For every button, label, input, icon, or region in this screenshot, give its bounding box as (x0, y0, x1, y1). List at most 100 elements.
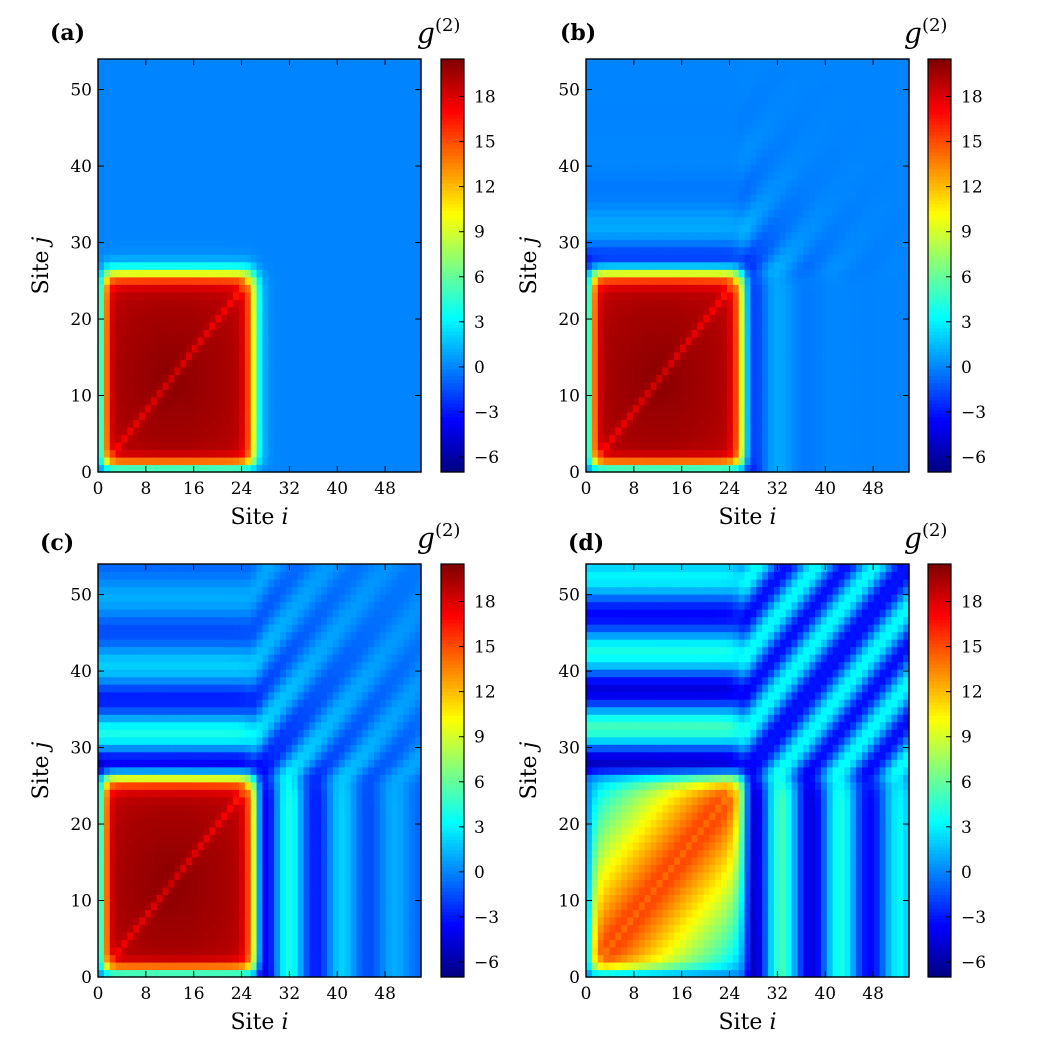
heatmap-cell (656, 449, 663, 458)
heatmap-cell (397, 299, 404, 308)
heatmap-cell (591, 89, 599, 98)
heatmap-cell (280, 201, 287, 210)
heatmap-cell (773, 336, 781, 345)
heatmap-cell (703, 186, 710, 195)
heatmap-cell (209, 411, 217, 421)
heatmap-cell (256, 171, 264, 180)
heatmap-cell (150, 81, 158, 90)
heatmap-cell (703, 299, 710, 308)
heatmap-cell (98, 254, 105, 263)
heatmap-cell (127, 164, 134, 173)
heatmap-cell (103, 269, 111, 278)
heatmap-cell (744, 464, 752, 473)
heatmap-cell (350, 74, 357, 83)
heatmap-cell (668, 374, 675, 383)
heatmap-cell (756, 194, 763, 203)
heatmap-cell (332, 381, 340, 390)
heatmap-cell (280, 209, 287, 218)
heatmap-cell (709, 246, 716, 255)
heatmap-cell (321, 276, 328, 285)
heatmap-cell (379, 404, 387, 413)
heatmap-cell (209, 179, 217, 188)
heatmap-cell (98, 336, 105, 345)
heatmap-cell (262, 419, 269, 428)
heatmap-cell (374, 381, 381, 390)
heatmap-cell (674, 254, 681, 263)
heatmap-cell (150, 389, 158, 398)
heatmap-cell (250, 359, 258, 368)
heatmap-cell (685, 231, 693, 240)
heatmap-cell (315, 74, 322, 83)
heatmap-cell (168, 456, 175, 466)
heatmap-cell (250, 329, 258, 338)
heatmap-cell (162, 291, 170, 300)
heatmap-cell (174, 254, 181, 263)
heatmap-cell (679, 141, 687, 150)
heatmap-cell (662, 456, 669, 466)
heatmap-cell (209, 314, 217, 323)
heatmap-cell (280, 261, 287, 270)
heatmap-cell (726, 59, 734, 68)
heatmap-cell (156, 381, 164, 390)
heatmap-cell (121, 254, 128, 263)
heatmap-cell (109, 239, 117, 248)
heatmap-cell (186, 126, 193, 135)
heatmap-cell (726, 179, 734, 188)
heatmap-cell (597, 96, 605, 105)
heatmap-cell (632, 434, 640, 443)
heatmap-cell (350, 224, 357, 233)
heatmap-cell (697, 216, 705, 225)
heatmap-cell (238, 426, 246, 436)
heatmap-cell (332, 449, 340, 458)
heatmap-cell (327, 104, 334, 113)
heatmap-cell (679, 351, 687, 360)
heatmap-cell (744, 441, 752, 451)
heatmap-cell (638, 269, 646, 278)
heatmap-cell (732, 426, 740, 436)
heatmap-cell (768, 284, 775, 293)
heatmap-cell (656, 194, 663, 203)
heatmap-cell (721, 336, 728, 345)
heatmap-cell (227, 336, 234, 345)
heatmap-cell (374, 389, 381, 398)
heatmap-cell (385, 291, 393, 300)
heatmap-cell (103, 119, 111, 128)
heatmap-cell (321, 149, 328, 158)
heatmap-cell (156, 329, 164, 338)
heatmap-cell (721, 411, 728, 421)
colorbar-segment (441, 313, 464, 318)
heatmap-cell (773, 434, 781, 443)
heatmap-cell (162, 314, 170, 323)
heatmap-cell (344, 239, 352, 248)
heatmap-cell (121, 359, 128, 368)
heatmap-cell (685, 434, 693, 443)
heatmap-cell (697, 261, 705, 270)
heatmap-cell (591, 126, 599, 135)
heatmap-cell (144, 186, 152, 195)
heatmap-cell (233, 209, 240, 218)
heatmap-cell (139, 419, 146, 428)
heatmap-cell (203, 291, 211, 300)
heatmap-cell (174, 59, 181, 68)
heatmap-cell (668, 96, 675, 105)
heatmap-cell (762, 299, 769, 308)
heatmap-cell (309, 396, 316, 406)
heatmap-cell (591, 299, 599, 308)
heatmap-cell (309, 456, 316, 466)
heatmap-cell (621, 449, 628, 458)
heatmap-cell (756, 306, 763, 315)
heatmap-cell (603, 224, 611, 233)
heatmap-cell (191, 179, 199, 188)
heatmap-cell (332, 104, 340, 113)
heatmap-cell (338, 119, 346, 128)
heatmap-cell (209, 336, 217, 345)
x-tick-label: 24 (231, 479, 253, 499)
heatmap-cell (115, 231, 123, 240)
heatmap-cell (156, 464, 164, 473)
heatmap-cell (338, 456, 346, 466)
heatmap-cell (732, 66, 740, 75)
heatmap-cell (621, 246, 628, 255)
heatmap-cell (297, 171, 305, 180)
heatmap-cell (168, 366, 175, 375)
heatmap-cell (115, 59, 123, 68)
